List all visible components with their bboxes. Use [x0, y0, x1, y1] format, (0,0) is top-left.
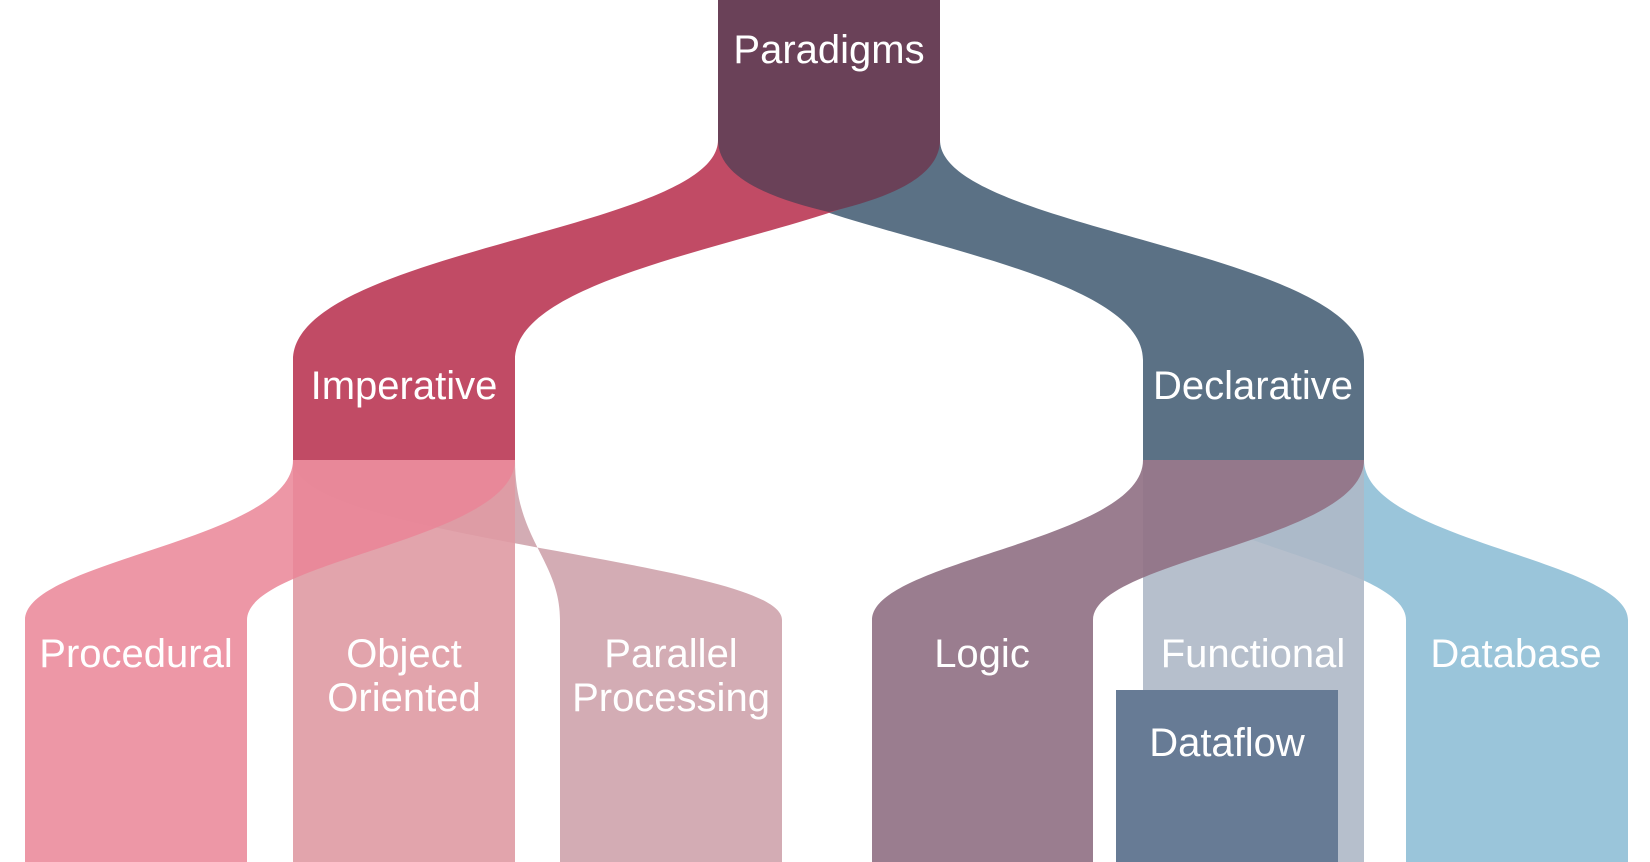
procedural-stream [25, 460, 515, 862]
parallel-processing-label-line1: Parallel [604, 632, 737, 676]
declarative-stream [718, 140, 1364, 460]
paradigms-label: Paradigms [733, 28, 924, 72]
imperative-label: Imperative [311, 364, 498, 408]
object-oriented-label-line1: Object [346, 632, 462, 676]
logic-stream [872, 460, 1364, 862]
dataflow-box [1116, 690, 1338, 862]
database-stream [1143, 460, 1628, 862]
logic-label: Logic [934, 632, 1030, 676]
root-overlap [718, 0, 940, 212]
database-label: Database [1430, 632, 1601, 676]
object-oriented-stream [293, 460, 515, 862]
procedural-label: Procedural [39, 632, 232, 676]
declarative-label: Declarative [1153, 364, 1353, 408]
functional-label: Functional [1161, 632, 1346, 676]
parallel-processing-label-line2: Processing [572, 676, 770, 720]
dataflow-label: Dataflow [1149, 721, 1305, 765]
parallel-processing-stream [293, 460, 782, 862]
object-oriented-label-line2: Oriented [327, 676, 480, 720]
imperative-stream [293, 140, 940, 460]
